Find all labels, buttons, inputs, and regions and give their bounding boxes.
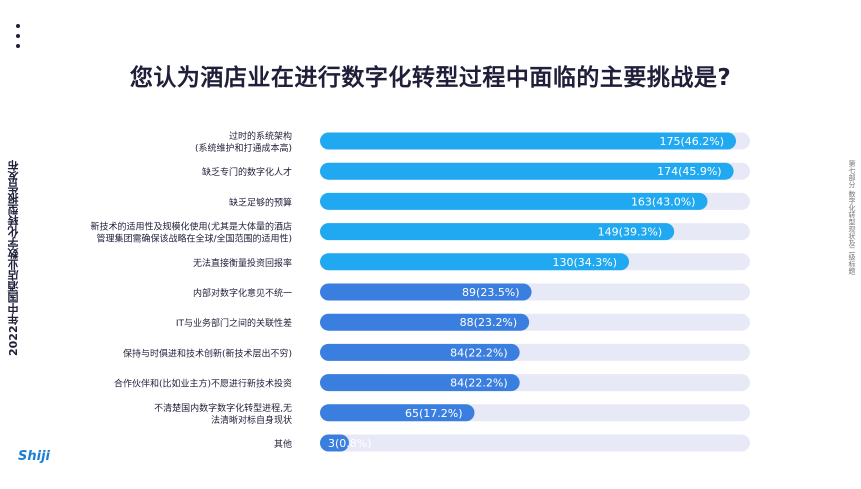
bar-value-label: 149(39.3%) bbox=[598, 226, 663, 239]
bar-value-label: 130(34.3%) bbox=[552, 256, 617, 269]
bar bbox=[320, 434, 349, 452]
bar bbox=[320, 253, 630, 271]
category-label: 管理集团需确保该战略在全球/全国范围的适用性) bbox=[96, 233, 292, 245]
bar-value-label: 163(43.0%) bbox=[631, 195, 696, 208]
category-label: 保持与时俱进和技术创新(新技术层出不穷) bbox=[123, 347, 292, 359]
category-label: 内部对数字化意见不统一 bbox=[193, 287, 292, 299]
section-side-label: 第七部分 数字化转型现状及二级标题 bbox=[848, 160, 856, 275]
dot bbox=[16, 34, 20, 38]
bar-value-label: 65(17.2%) bbox=[405, 407, 463, 420]
bar bbox=[320, 223, 675, 241]
bar-value-label: 3(0.8%) bbox=[328, 437, 372, 450]
menu-dots-icon[interactable] bbox=[16, 24, 22, 54]
category-label: 新技术的适用性及规模化使用(尤其是大体量的酒店 bbox=[90, 221, 292, 233]
bar-value-label: 88(23.2%) bbox=[460, 316, 518, 329]
category-label: 不清楚国内数字数字化转型进程,无 bbox=[154, 402, 292, 414]
category-label: 缺乏足够的预算 bbox=[229, 196, 292, 208]
bar bbox=[320, 343, 520, 361]
bar bbox=[320, 404, 475, 422]
category-label: 合作伙伴和(比如业主方)不愿进行新技术投资 bbox=[114, 378, 292, 390]
bar bbox=[320, 132, 736, 150]
category-label: (系统维护和打通成本高) bbox=[195, 142, 292, 154]
dot bbox=[16, 24, 20, 28]
bar bbox=[320, 162, 734, 180]
shiji-logo: Shiji bbox=[18, 449, 50, 464]
bar bbox=[320, 313, 530, 331]
category-label: 其他 bbox=[274, 438, 292, 450]
bar-value-label: 84(22.2%) bbox=[450, 346, 508, 359]
dot bbox=[16, 44, 20, 48]
bar bbox=[320, 283, 532, 301]
chart-title: 您认为酒店业在进行数字化转型过程中面临的主要挑战是? bbox=[129, 65, 732, 91]
bar-track bbox=[320, 434, 750, 452]
category-label: 法清晰对标自身现状 bbox=[211, 414, 292, 426]
category-label: 无法直接衡量投资回报率 bbox=[193, 257, 292, 269]
bar bbox=[320, 192, 708, 210]
bar-value-label: 89(23.5%) bbox=[462, 286, 520, 299]
bar bbox=[320, 374, 520, 392]
bar-value-label: 174(45.9%) bbox=[657, 165, 722, 178]
bar-value-label: 84(22.2%) bbox=[450, 377, 508, 390]
bar-value-label: 175(46.2%) bbox=[659, 135, 724, 148]
category-label: 过时的系统架构 bbox=[229, 130, 292, 142]
category-label: 缺乏专门的数字化人才 bbox=[202, 166, 292, 178]
category-label: IT与业务部门之间的关联性差 bbox=[176, 317, 292, 329]
